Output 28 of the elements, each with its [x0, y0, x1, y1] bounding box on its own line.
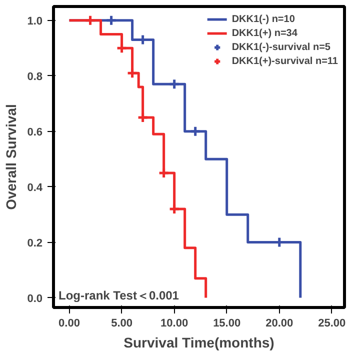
annotation: Log-rank Test＜0.001	[58, 288, 180, 302]
x-tick-label: 5.00	[111, 318, 132, 330]
legend-label: DKK1(+) n=34	[232, 26, 298, 40]
legend-label: DKK1(-)-survival n=5	[232, 40, 330, 54]
point	[84, 14, 96, 26]
y-tick-label: 1.0	[27, 15, 43, 28]
point	[106, 14, 118, 26]
point	[116, 42, 128, 54]
x-tick-label: 20.00	[266, 318, 294, 330]
x-tick-label: 25.00	[318, 318, 346, 330]
y-tick-label: 0.8	[27, 70, 43, 83]
x-tick-label: 15.00	[213, 318, 241, 330]
point	[190, 126, 202, 138]
y-axis-title: Overall Survival	[3, 104, 20, 210]
y-tick-label: 0.6	[27, 126, 43, 138]
legend-label: DKK1(+)-survival n=11	[232, 54, 338, 68]
point	[168, 203, 180, 215]
legend-label: DKK1(-) n=10	[232, 12, 295, 26]
point	[126, 67, 138, 79]
y-tick-label: 0.0	[27, 292, 43, 305]
x-tick-label: 10.00	[160, 318, 188, 330]
y-tick-label: 0.4	[27, 182, 44, 194]
y-tick-label: 0.2	[27, 237, 43, 250]
point	[137, 112, 149, 124]
x-tick-label: 0.00	[58, 318, 80, 330]
point	[158, 167, 170, 179]
x-axis-title: Survival Time(months)	[124, 334, 274, 350]
point	[168, 78, 180, 90]
